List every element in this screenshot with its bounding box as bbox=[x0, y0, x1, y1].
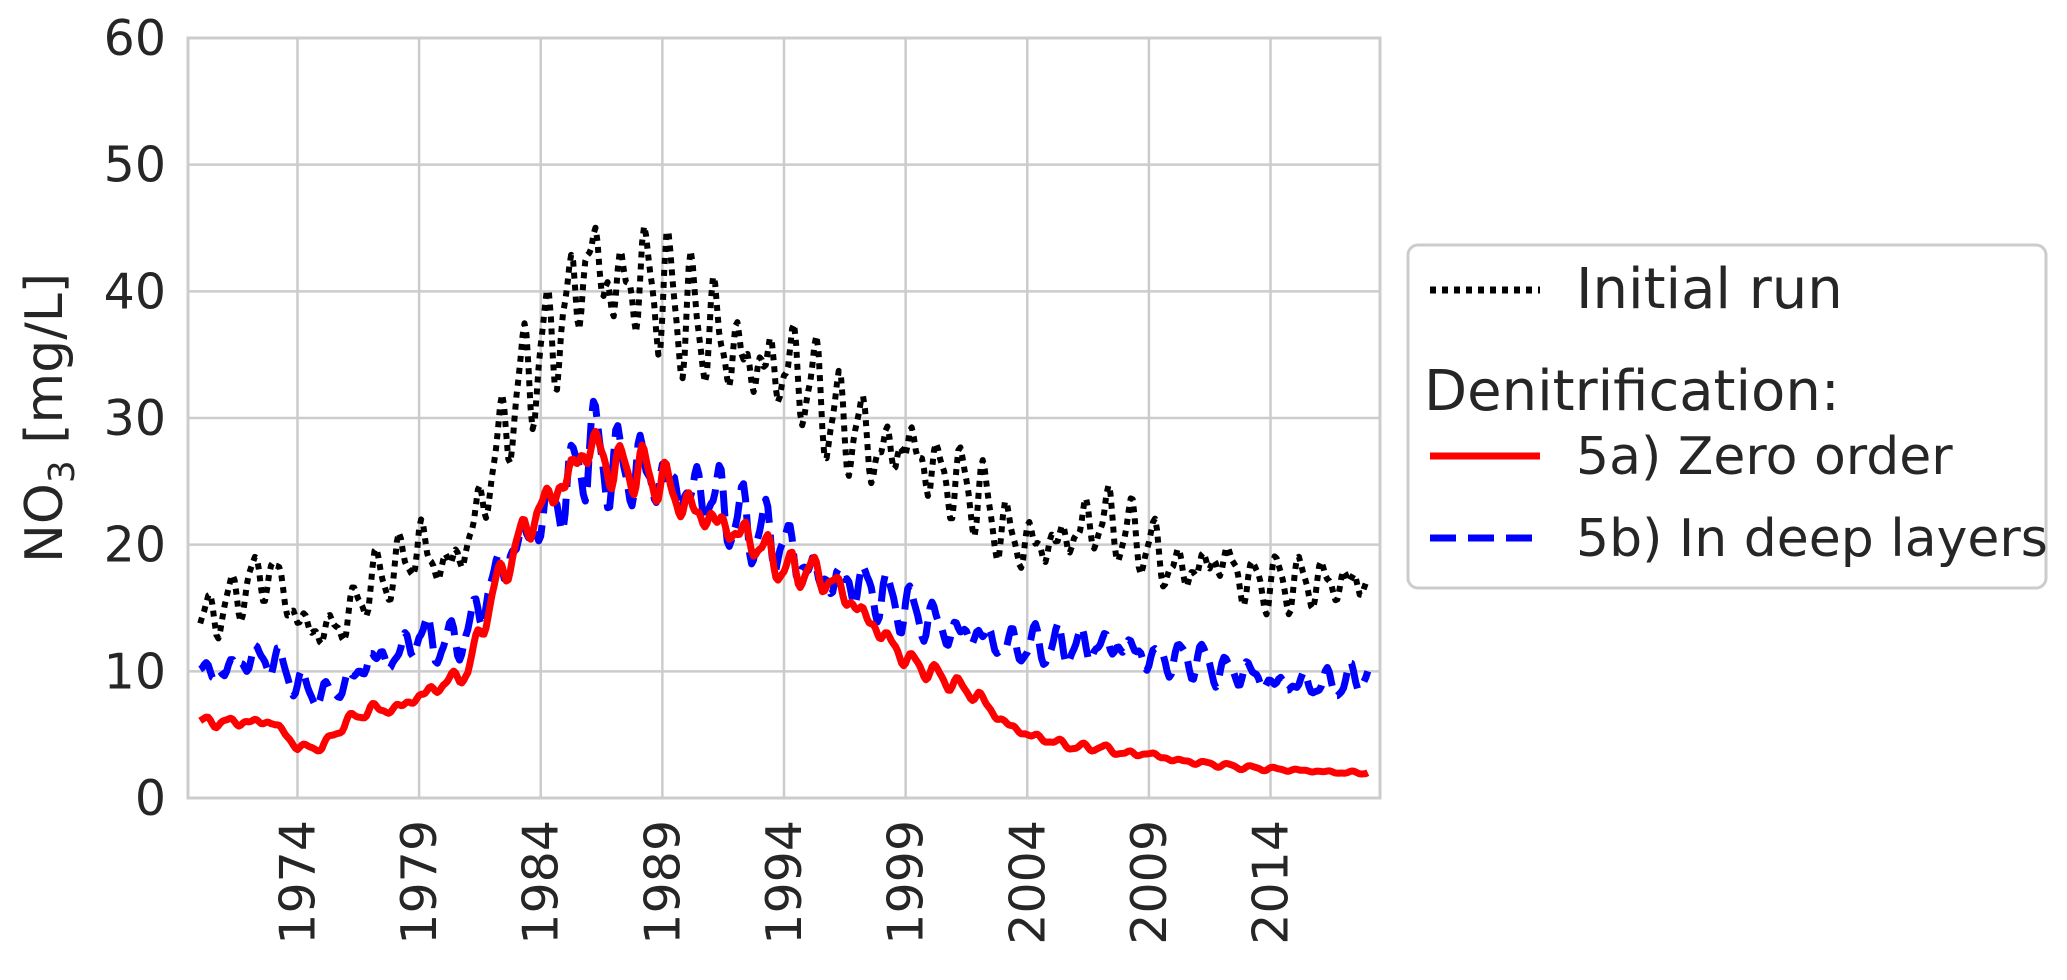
x-tick-label: 1979 bbox=[391, 820, 448, 945]
series-layer bbox=[197, 223, 1372, 778]
y-axis-label-unit: [mg/L] bbox=[15, 273, 75, 460]
series-line-2 bbox=[198, 397, 1372, 710]
y-tick-label: 50 bbox=[104, 137, 166, 194]
y-tick-label: 30 bbox=[104, 390, 166, 447]
x-tick-label: 2009 bbox=[1121, 820, 1178, 945]
x-tick-label: 1974 bbox=[269, 820, 326, 945]
y-tick-label: 20 bbox=[104, 517, 166, 574]
x-tick-label: 2014 bbox=[1243, 820, 1300, 945]
legend-label-initial-run: Initial run bbox=[1576, 257, 1843, 322]
legend: Initial run Denitrification: 5a) Zero or… bbox=[1406, 243, 2048, 590]
y-tick-label: 60 bbox=[104, 10, 166, 67]
legend-label-deep-layers: 5b) In deep layers bbox=[1576, 509, 2048, 569]
x-tick-label: 1999 bbox=[878, 820, 935, 945]
y-axis-label-main: NO bbox=[15, 483, 75, 563]
y-axis-label-subscript: 3 bbox=[42, 460, 83, 483]
series-line-1 bbox=[198, 427, 1370, 778]
plot-frame bbox=[186, 36, 1382, 800]
y-axis-label: NO3 [mg/L] bbox=[15, 273, 83, 563]
grid bbox=[188, 36, 1380, 800]
x-tick-label: 1989 bbox=[634, 820, 691, 945]
legend-label-zero-order: 5a) Zero order bbox=[1576, 427, 1953, 487]
y-tick-label: 10 bbox=[104, 643, 166, 700]
y-tick-label: 0 bbox=[135, 770, 166, 827]
legend-group-title: Denitrification: bbox=[1424, 359, 1840, 424]
x-tick-label: 1994 bbox=[756, 820, 813, 945]
x-tick-label: 2004 bbox=[999, 820, 1056, 945]
x-tick-labels: 1974 1979 1984 1989 1994 1999 2004 2009 2014 bbox=[269, 820, 1299, 945]
legend-box bbox=[1406, 243, 2048, 590]
x-tick-label: 1984 bbox=[513, 820, 570, 945]
y-tick-labels: 0 10 20 30 40 50 60 bbox=[104, 10, 166, 827]
y-tick-label: 40 bbox=[104, 263, 166, 320]
series-line-0 bbox=[197, 223, 1369, 647]
